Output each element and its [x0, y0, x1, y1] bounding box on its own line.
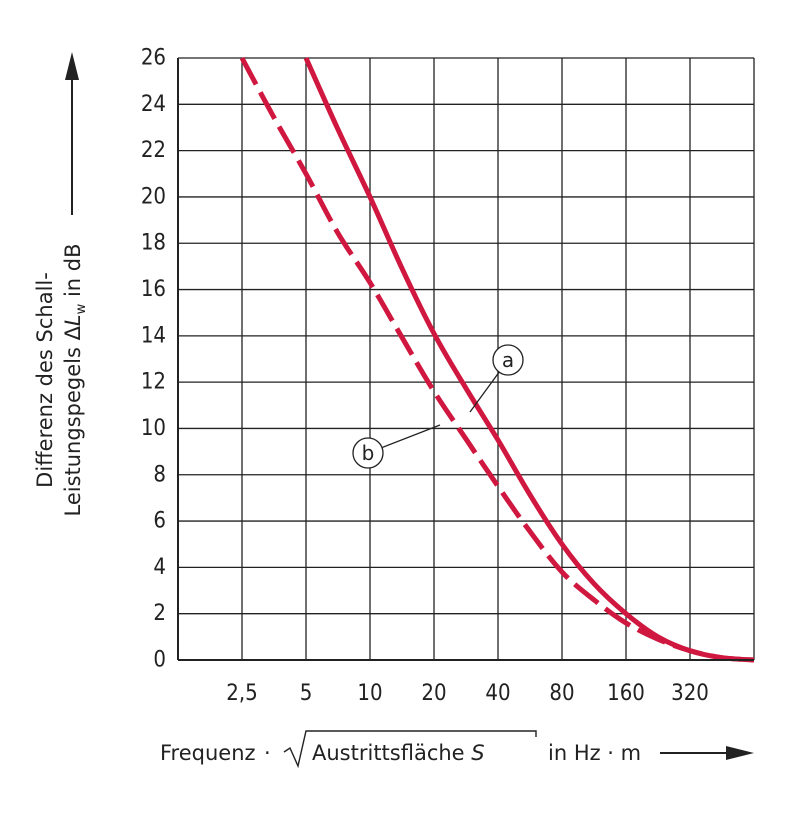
x-axis-title-dot: ·	[264, 741, 271, 765]
y-tick-label: 8	[153, 462, 166, 487]
x-axis-title-unit: in Hz · m	[548, 741, 641, 765]
x-tick-label: 2,5	[226, 681, 257, 706]
series-a-label: a	[469, 344, 524, 413]
y-tick-label: 2	[153, 601, 166, 626]
y-tick-label: 22	[141, 138, 166, 163]
y-tick-label: 4	[153, 555, 166, 580]
grid	[177, 57, 755, 661]
series-b-label-text: b	[362, 441, 375, 465]
y-tick-label: 0	[153, 648, 166, 673]
x-tick-label: 160	[607, 681, 645, 706]
x-tick-label: 20	[421, 681, 446, 706]
x-tick-label: 40	[485, 681, 510, 706]
y-tick-label: 20	[141, 184, 166, 209]
series-b-label-circle	[352, 437, 384, 469]
y-axis-title: Differenz des Schall- Leistungspegels ΔL…	[33, 243, 89, 516]
axes	[177, 58, 754, 661]
x-tick-label: 10	[357, 681, 382, 706]
series-a-label-text: a	[502, 348, 514, 372]
sqrt-sign	[283, 730, 537, 769]
x-axis-title-radicand: Austrittsfläche S	[312, 741, 485, 765]
y-axis-arrow	[65, 52, 79, 215]
x-axis-arrow-head	[726, 746, 754, 760]
series-a-label-circle	[492, 344, 524, 376]
y-tick-label: 14	[141, 323, 166, 348]
y-axis-title-line1: Differenz des Schall-	[33, 272, 57, 488]
y-axis-title-line2: Leistungspegels ΔLw in dB	[61, 243, 89, 516]
x-axis-title: Frequenz · Austrittsfläche S in Hz · m	[160, 730, 754, 769]
x-axis-title-prefix: Frequenz	[160, 741, 256, 765]
y-tick-label: 18	[141, 231, 166, 256]
series-b-label: b	[352, 424, 441, 469]
series-layer	[239, 56, 755, 663]
x-tick-label: 5	[300, 681, 313, 706]
y-tick-label: 12	[141, 370, 166, 395]
y-tick-label: 26	[141, 46, 166, 71]
series-b-line	[239, 56, 755, 663]
y-tick-label: 6	[153, 509, 166, 534]
y-tick-label: 24	[141, 92, 166, 117]
x-tick-label: 320	[671, 681, 709, 706]
series-a-line	[303, 56, 755, 663]
y-tick-label: 10	[141, 416, 166, 441]
y-tick-label: 16	[141, 277, 166, 302]
x-tick-label: 80	[549, 681, 574, 706]
x-tick-labels: 2,5 5 10 20 40 80 160 320	[226, 681, 709, 706]
